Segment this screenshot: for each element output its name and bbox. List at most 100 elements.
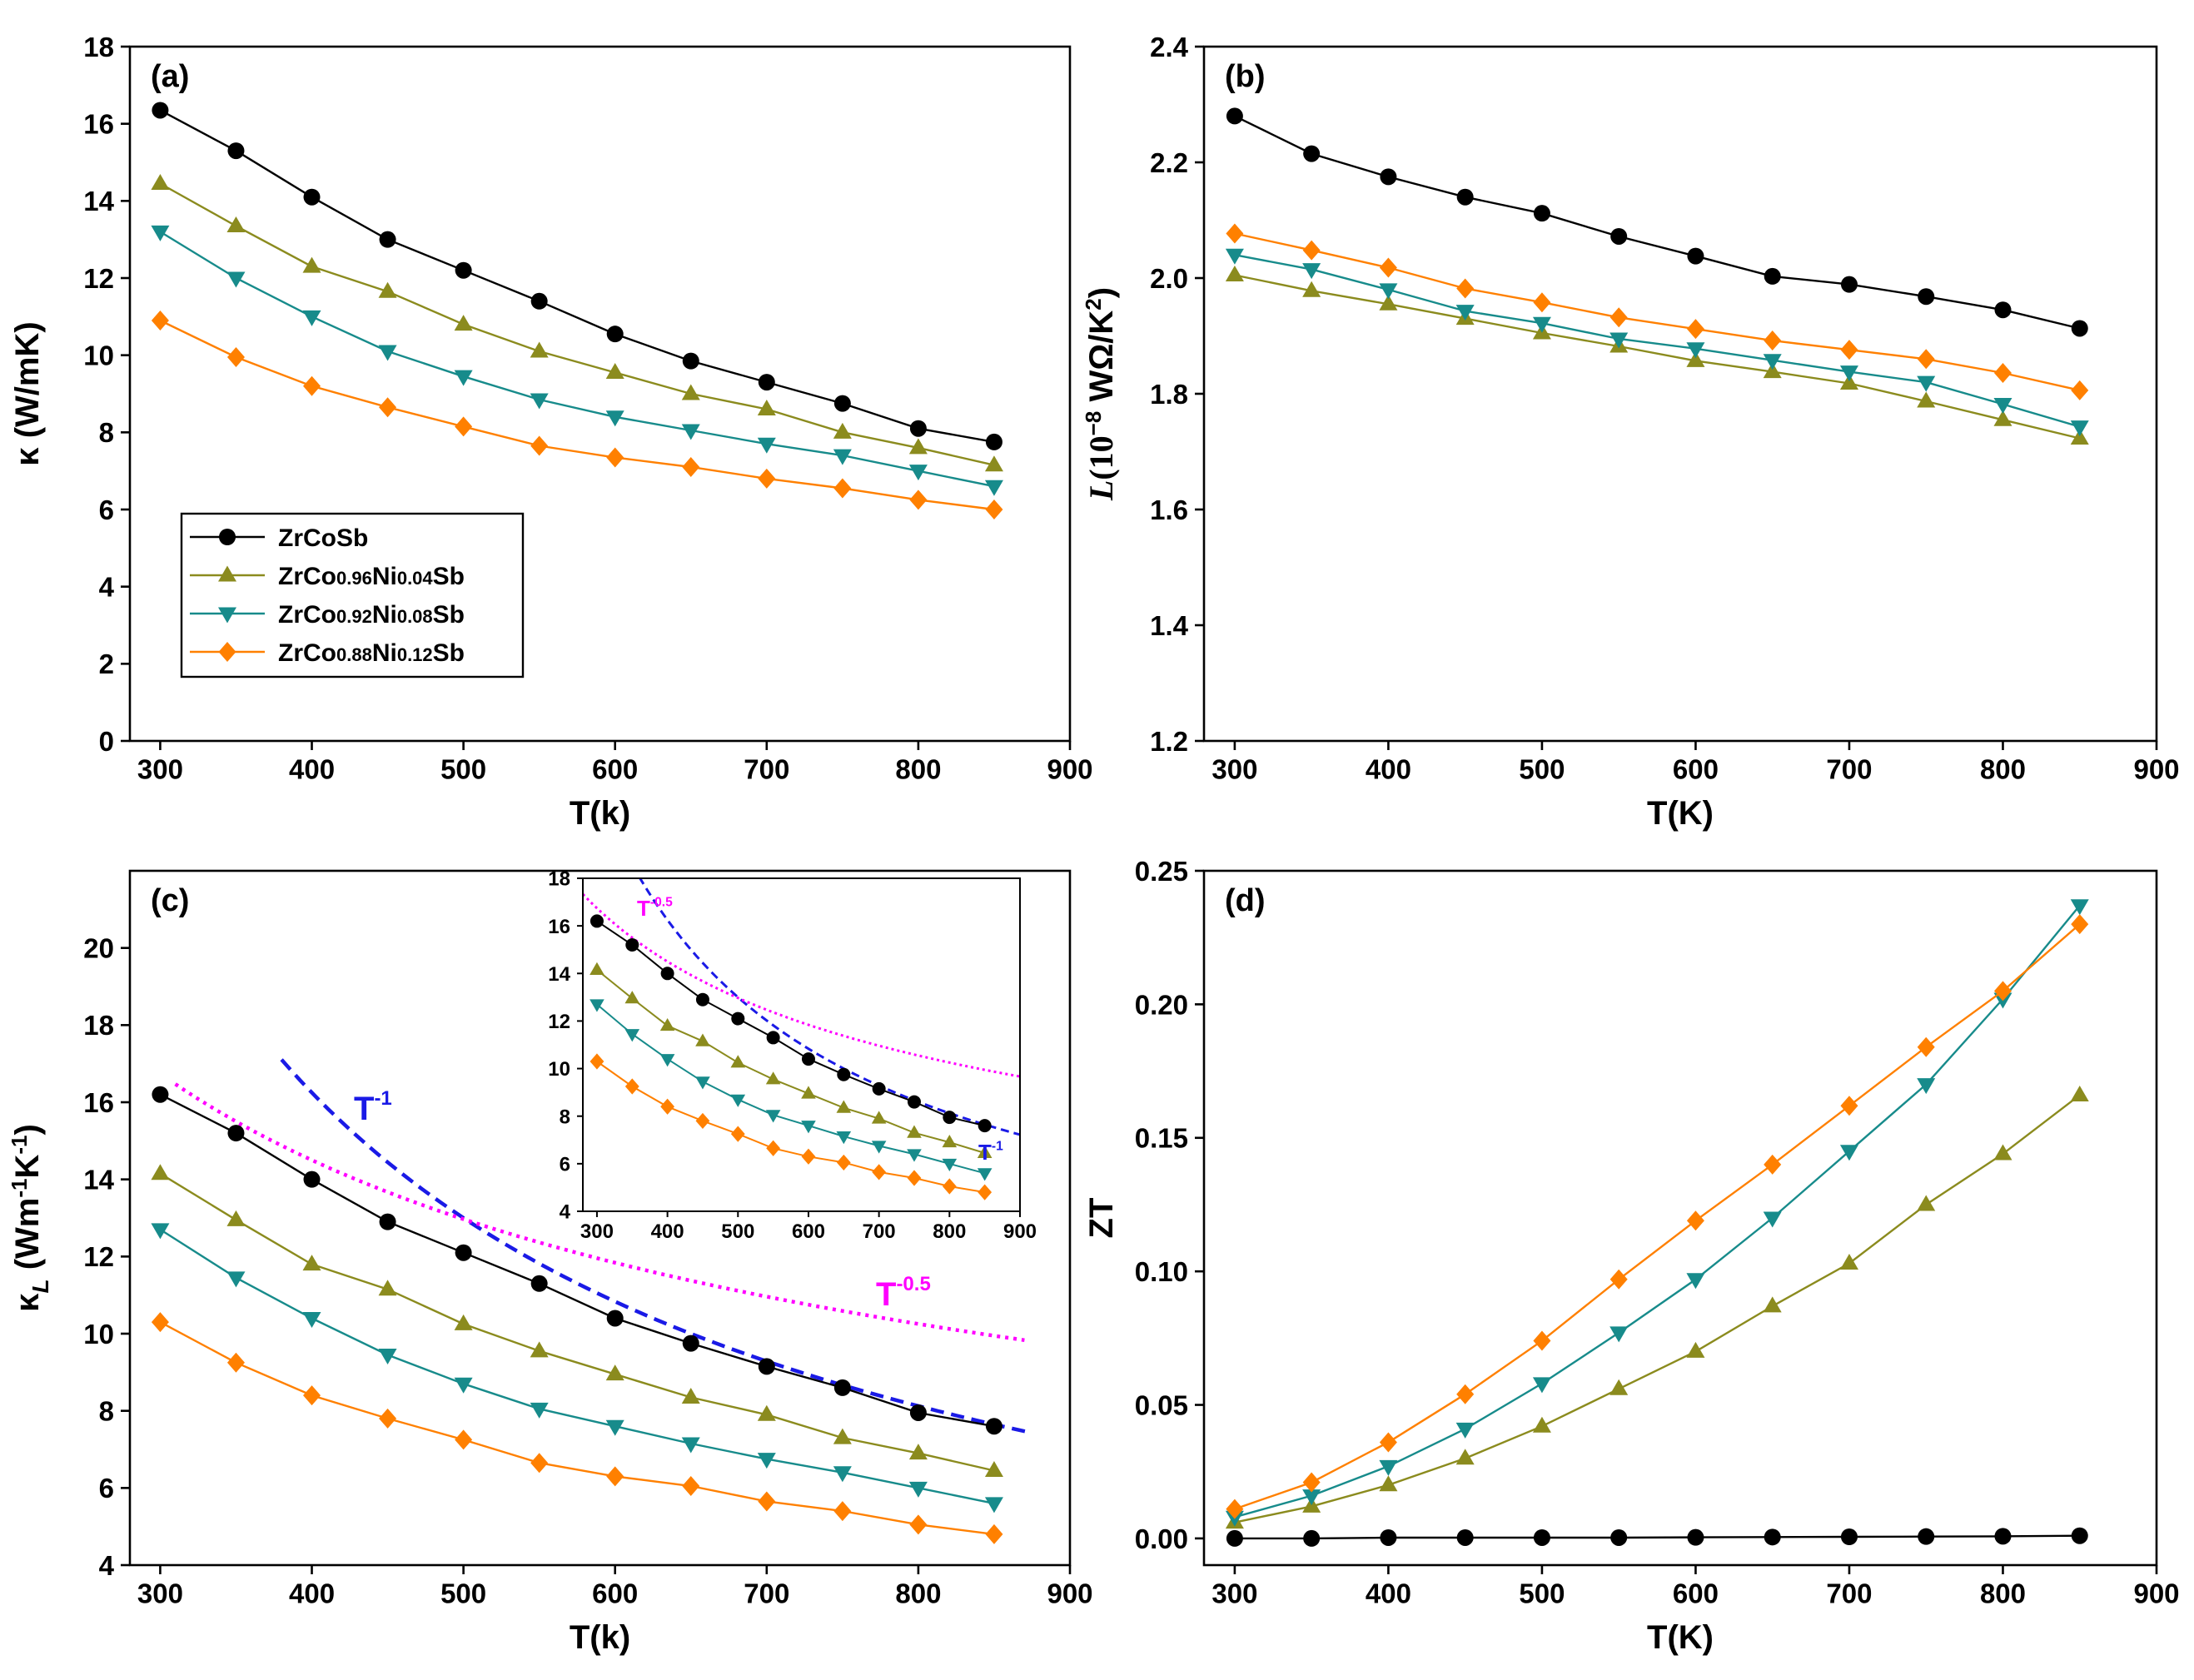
data-point — [909, 1404, 927, 1421]
data-point — [1839, 1254, 1858, 1270]
data-point — [1380, 168, 1397, 186]
legend-label: ZrCo0.92Ni0.08Sb — [278, 601, 465, 629]
x-tick-label: 900 — [2133, 1578, 2179, 1609]
data-point — [681, 1437, 700, 1454]
data-point — [1764, 267, 1781, 285]
series-line — [596, 1061, 985, 1194]
data-point — [590, 962, 604, 975]
data-point — [455, 1429, 473, 1450]
data-point — [152, 102, 169, 119]
x-tick-label: 700 — [863, 1220, 896, 1243]
data-point — [1302, 281, 1321, 297]
data-point — [227, 1125, 245, 1142]
x-axis-label: T(k) — [570, 795, 630, 832]
x-tick-label: 500 — [1519, 754, 1565, 785]
data-point — [909, 490, 928, 510]
series-line — [1234, 232, 2080, 391]
y-tick-label: 18 — [83, 32, 114, 62]
x-tick-label: 900 — [1047, 1578, 1092, 1609]
data-point — [908, 438, 928, 455]
data-point — [1686, 342, 1705, 359]
data-point — [833, 1428, 852, 1444]
data-point — [151, 310, 169, 331]
legend-item: ZrCoSb — [190, 524, 368, 552]
x-tick-label: 400 — [289, 1578, 335, 1609]
data-point — [1687, 247, 1704, 265]
data-point — [942, 1158, 958, 1172]
x-axis-label: T(K) — [1647, 795, 1714, 832]
y-tick-label: 4 — [99, 572, 115, 603]
data-point — [454, 1314, 473, 1330]
data-point — [1840, 1096, 1858, 1116]
data-point — [1455, 305, 1475, 321]
x-tick-label: 400 — [1366, 754, 1411, 785]
data-point — [660, 1098, 675, 1115]
data-point — [908, 1481, 928, 1498]
y-tick-label: 0.25 — [1135, 856, 1188, 887]
data-point — [907, 1125, 922, 1138]
data-point — [1687, 1528, 1704, 1546]
data-point — [984, 1497, 1003, 1513]
data-point — [1609, 307, 1628, 328]
data-point — [530, 1341, 549, 1358]
data-point — [801, 1052, 815, 1066]
data-point — [1917, 1036, 1935, 1057]
series-line — [159, 231, 995, 488]
data-point — [590, 914, 604, 928]
series-line — [596, 969, 985, 1154]
data-point — [1532, 1377, 1551, 1394]
data-point — [1225, 266, 1244, 282]
data-point — [659, 1054, 675, 1067]
x-axis-label: T(k) — [570, 1619, 630, 1656]
data-point — [695, 1076, 710, 1090]
data-point — [1763, 1211, 1782, 1228]
y-tick-label: 0.20 — [1135, 989, 1188, 1020]
data-point — [1686, 1210, 1704, 1231]
x-tick-label: 500 — [440, 1578, 486, 1609]
data-point — [766, 1140, 781, 1156]
series-line — [1234, 254, 2081, 428]
data-point — [454, 370, 473, 386]
data-point — [2071, 914, 2089, 935]
fit-line-t-inverse — [280, 1058, 1032, 1435]
series-3 — [1226, 914, 2089, 1519]
series-1 — [1225, 266, 2089, 445]
data-point — [1302, 1472, 1321, 1493]
plot-frame — [1202, 869, 2158, 1567]
data-point — [1763, 354, 1782, 370]
data-point — [378, 1348, 397, 1364]
series-0 — [1226, 107, 2088, 337]
series-line — [1234, 1534, 2080, 1540]
x-tick-label: 800 — [895, 1578, 941, 1609]
data-point — [1610, 227, 1628, 245]
data-point — [302, 310, 321, 326]
data-point — [606, 326, 624, 343]
series-0 — [1226, 1527, 2088, 1547]
data-point — [605, 410, 624, 427]
data-point — [682, 1335, 699, 1352]
panel-label: (c) — [151, 883, 189, 918]
legend-box — [180, 512, 525, 678]
series-line — [159, 1172, 995, 1472]
data-point — [907, 1095, 921, 1109]
y-axis-label: ZT — [1083, 1198, 1120, 1239]
data-point — [2070, 899, 2089, 916]
data-point — [757, 1453, 776, 1469]
data-point — [1455, 1449, 1475, 1465]
data-point — [978, 1184, 993, 1200]
series-3 — [151, 1312, 1003, 1544]
x-tick-label: 600 — [1673, 1578, 1719, 1609]
y-tick-label: 12 — [83, 263, 114, 294]
data-point — [695, 992, 709, 1007]
x-tick-label: 800 — [895, 754, 941, 785]
data-point — [909, 1514, 928, 1535]
y-tick-label: 16 — [83, 109, 114, 140]
data-point — [379, 1408, 397, 1429]
plot-frame — [128, 869, 1072, 1567]
data-point — [1226, 1499, 1244, 1519]
data-point — [681, 424, 700, 440]
plot-frame — [582, 877, 1021, 1212]
inset-t-inverse-annotation: T-1 — [978, 1139, 1003, 1165]
x-tick-label: 600 — [1673, 754, 1719, 785]
data-point — [1839, 373, 1858, 390]
